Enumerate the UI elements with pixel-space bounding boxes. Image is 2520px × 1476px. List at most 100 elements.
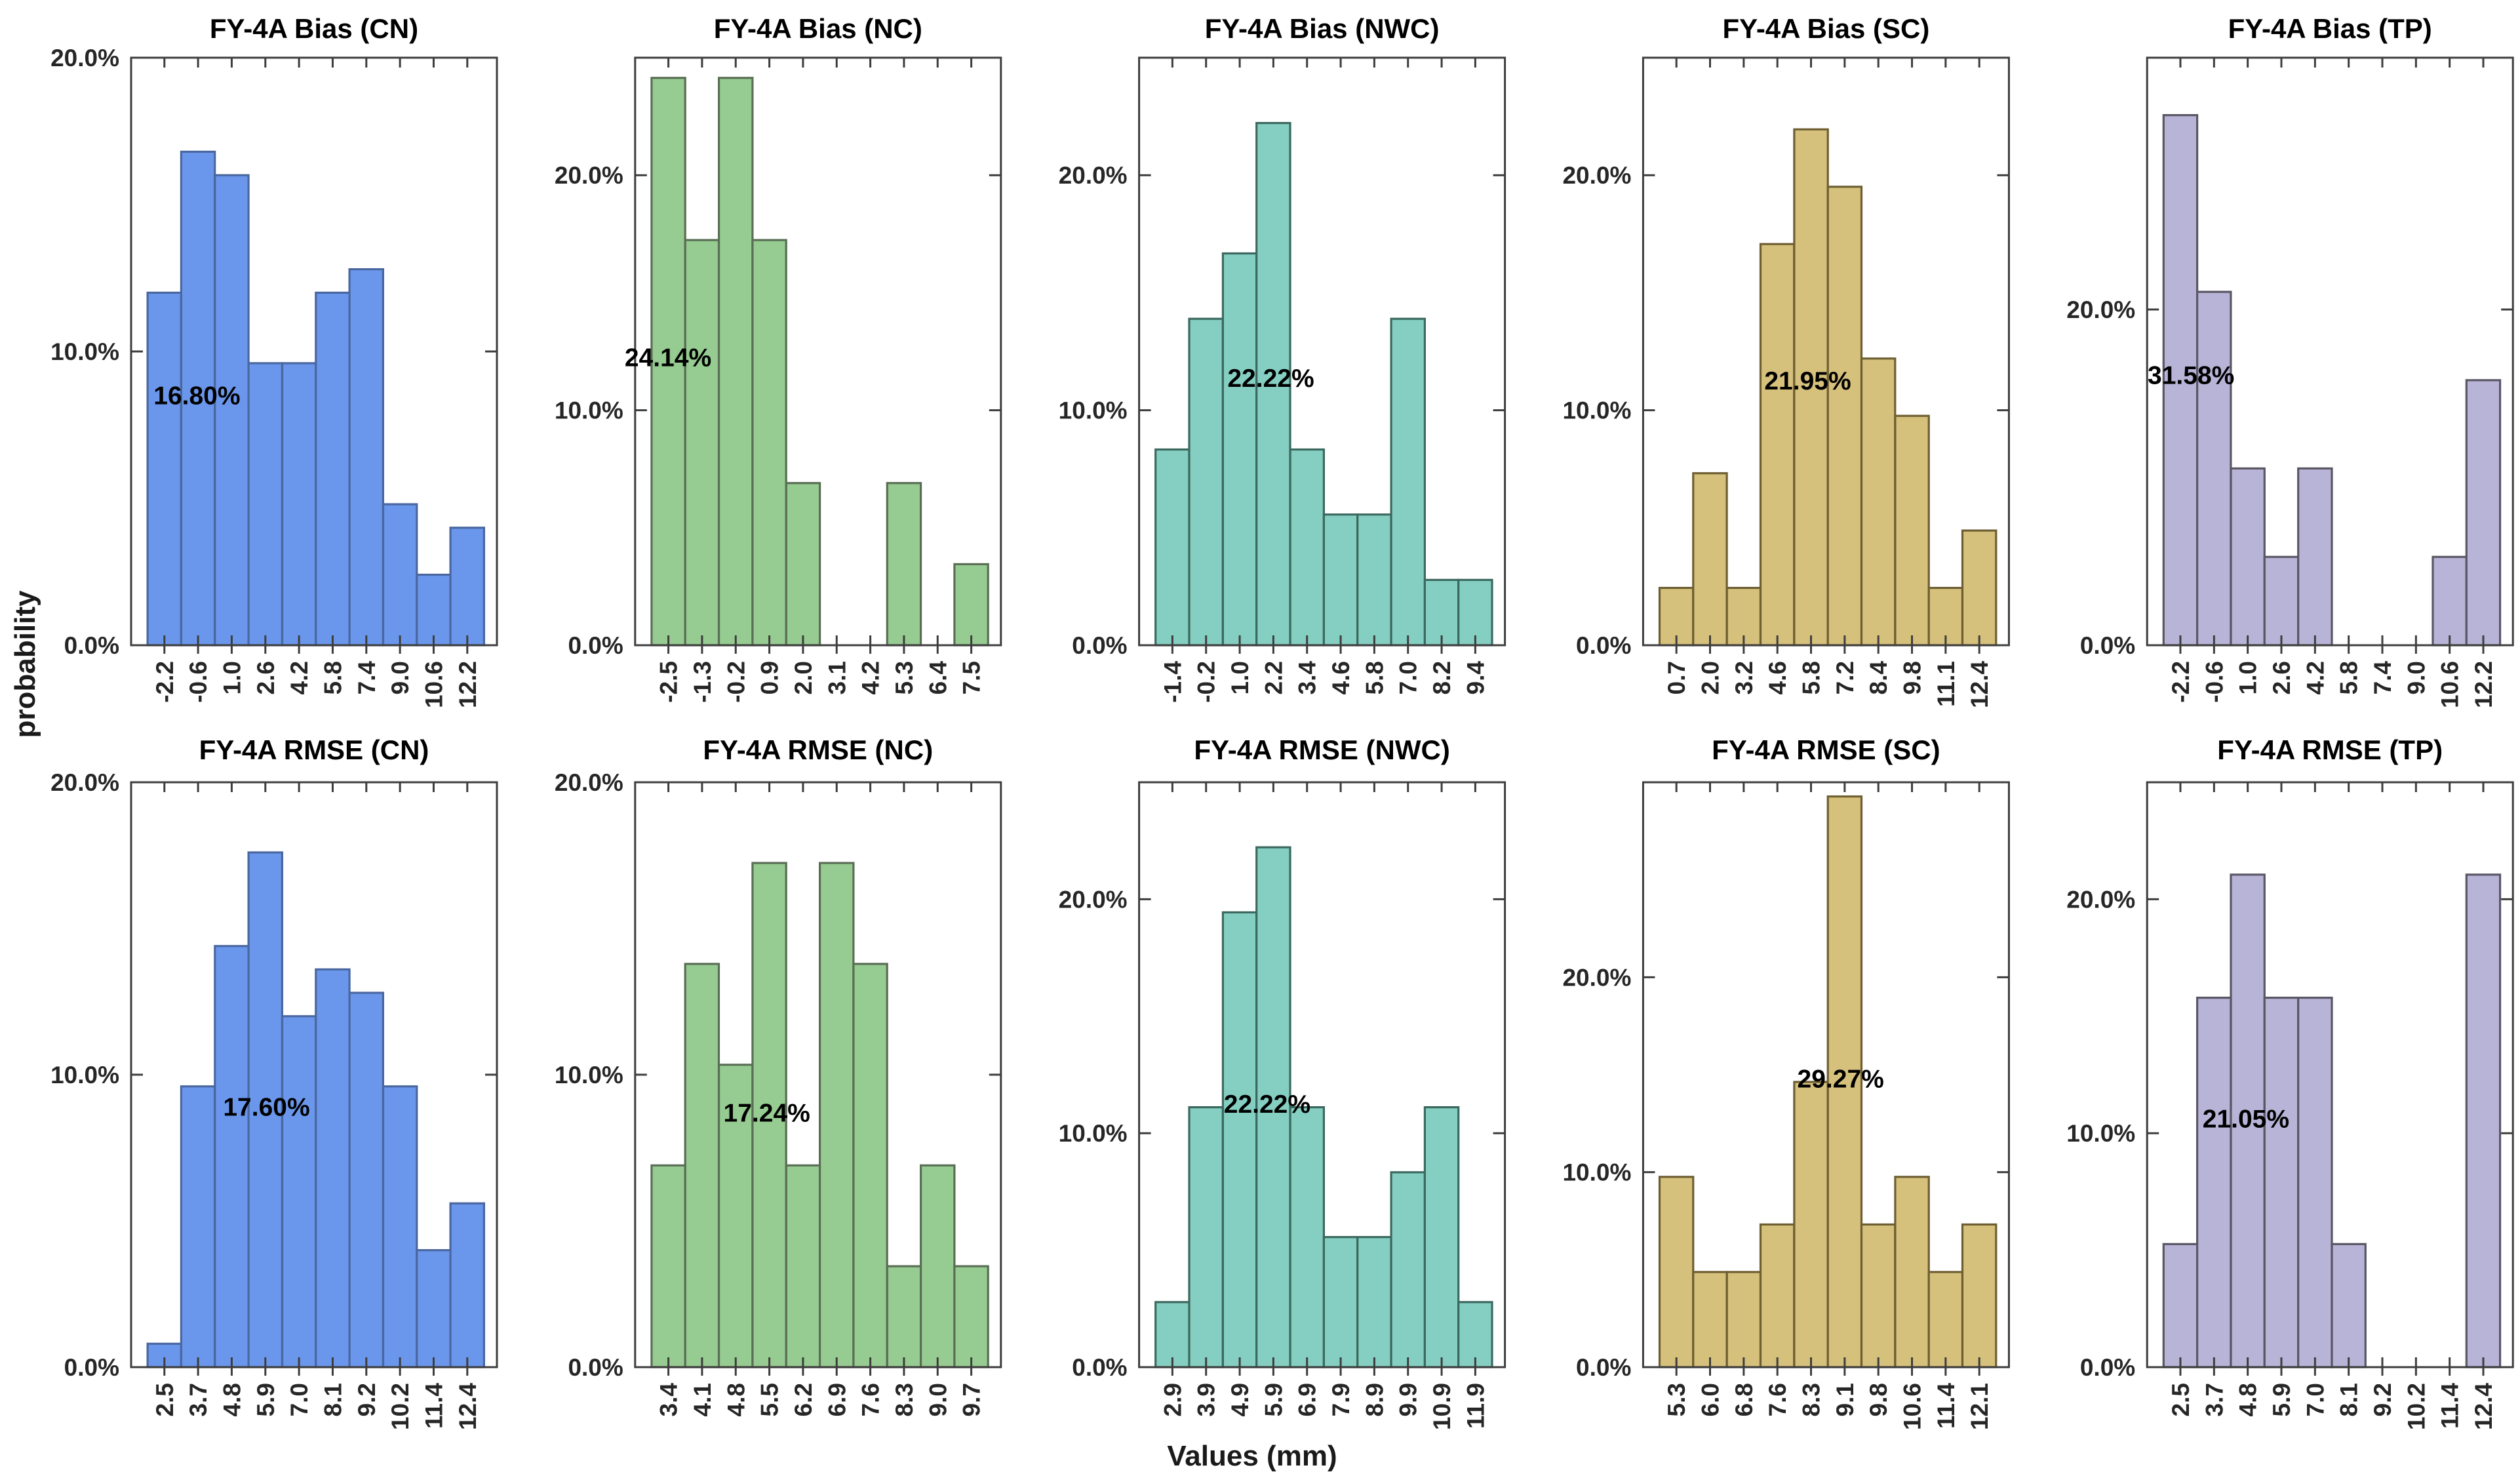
y-tick-label: 10.0% <box>555 1062 623 1088</box>
x-tick-label: 9.8 <box>1865 1383 1892 1416</box>
histogram-bar <box>1826 795 1863 1368</box>
x-tick-label: 12.2 <box>2470 661 2497 708</box>
x-tick-label: 4.1 <box>689 1383 716 1416</box>
annotation-label: 17.24% <box>724 1099 810 1127</box>
histogram-bar <box>382 1085 418 1368</box>
histogram-bar <box>785 1164 821 1368</box>
x-tick-label: 6.4 <box>924 661 951 695</box>
histogram-bar <box>1188 1106 1224 1368</box>
y-tick-label: 20.0% <box>2066 886 2135 913</box>
x-tick-label: -0.6 <box>185 661 212 703</box>
x-tick-label: 2.9 <box>1159 1383 1186 1416</box>
histogram-bar <box>2465 379 2502 647</box>
histogram-bar <box>1894 414 1930 647</box>
histogram-bar <box>247 362 284 647</box>
x-tick-label: -1.3 <box>689 661 716 703</box>
x-tick-label: 5.3 <box>1663 1383 1690 1416</box>
x-tick-label: 5.8 <box>319 661 346 694</box>
histogram-bar <box>214 174 250 647</box>
x-tick-label: -0.2 <box>722 661 749 703</box>
y-tick-label: 10.0% <box>2066 1120 2135 1147</box>
x-tick-label: 7.6 <box>1764 1383 1791 1416</box>
y-tick-label: 0.0% <box>2080 632 2135 659</box>
y-tick-label: 10.0% <box>50 1062 119 1088</box>
annotation-label: 29.27% <box>1798 1066 1884 1094</box>
y-tick-label: 10.0% <box>555 397 623 424</box>
histogram-bar <box>449 1202 485 1368</box>
histogram-bar <box>1289 448 1325 647</box>
x-tick-label: 12.4 <box>2470 1383 2497 1430</box>
x-tick-label: 3.1 <box>823 661 850 694</box>
histogram-bar <box>1927 1271 1964 1368</box>
histogram-bar <box>717 77 754 647</box>
chart-title: FY-4A Bias (NWC) <box>1205 13 1440 44</box>
histogram-bar <box>315 291 351 647</box>
histogram-bar <box>1390 317 1427 647</box>
histogram-bar <box>449 527 485 647</box>
histogram-bar <box>1961 529 1998 647</box>
histogram-bar <box>2297 996 2333 1368</box>
histogram-bar <box>348 268 384 647</box>
histogram-bar <box>1255 122 1291 647</box>
histogram-bar <box>2431 555 2468 647</box>
histogram-bar <box>2331 1243 2367 1368</box>
histogram-bar <box>2196 290 2232 647</box>
x-tick-label: 9.2 <box>353 1383 380 1416</box>
histogram-bar <box>852 963 888 1368</box>
x-tick-label: 8.1 <box>2336 1383 2363 1416</box>
annotation-label: 24.14% <box>625 344 711 372</box>
x-tick-label: 3.9 <box>1193 1383 1220 1416</box>
y-tick-label: 10.0% <box>50 338 119 365</box>
x-tick-label: 2.6 <box>2268 661 2295 694</box>
chart-rmse-sc: FY-4A RMSE (SC) 5.3 6.0 6.8 7.6 8.3 9.1 9.8 10.6… <box>1562 734 2010 1430</box>
chart-rmse-nc: FY-4A RMSE (NC)3.4 4.1 4.8 5.5 6.2 6.9 7.6 8.3 9… <box>555 734 1002 1416</box>
x-tick-label: 8.3 <box>891 1383 918 1416</box>
x-tick-label: 9.4 <box>1462 661 1489 695</box>
x-tick-label: 10.9 <box>1428 1383 1455 1430</box>
histogram-bar <box>2263 996 2300 1368</box>
y-tick-label: 0.0% <box>1072 632 1127 659</box>
x-tick-label: 1.0 <box>218 661 245 694</box>
x-tick-label: 7.6 <box>857 1383 884 1416</box>
histogram-bar <box>2465 873 2502 1368</box>
x-tick-label: 9.0 <box>2403 661 2430 694</box>
x-tick-label: 11.1 <box>1933 661 1959 707</box>
x-tick-label: 4.6 <box>1328 661 1354 694</box>
x-tick-label: 7.9 <box>1328 1383 1354 1416</box>
histogram-bar <box>751 239 787 647</box>
x-tick-label: 7.4 <box>353 661 380 695</box>
histogram-bar <box>180 1085 216 1368</box>
x-tick-label: 3.4 <box>1294 661 1321 695</box>
x-tick-label: 3.2 <box>1731 661 1758 694</box>
y-tick-label: 0.0% <box>64 632 119 659</box>
x-tick-label: 8.2 <box>1428 661 1455 694</box>
chart-title: FY-4A RMSE (CN) <box>199 734 429 765</box>
histogram-bar <box>281 1015 317 1368</box>
x-tick-label: -0.6 <box>2201 661 2228 703</box>
plot-box <box>1642 56 2010 647</box>
x-tick-label: 10.2 <box>387 1383 414 1430</box>
y-axis-label: probability <box>9 590 41 738</box>
chart-title: FY-4A RMSE (NWC) <box>1194 734 1449 765</box>
chart-rmse-nwc: FY-4A RMSE (NWC) 2.9 3.9 4.9 5.9 6.9 7.9 8.9 9.9… <box>1059 734 1506 1430</box>
y-tick-label: 20.0% <box>1059 162 1128 189</box>
plot-box <box>2146 781 2514 1368</box>
histogram-bar <box>382 503 418 647</box>
histogram-bar <box>1356 1235 1392 1368</box>
y-tick-label: 20.0% <box>50 769 119 796</box>
annotation-label: 21.05% <box>2203 1105 2289 1133</box>
histogram-bar <box>650 1164 686 1368</box>
histogram-bar <box>1188 317 1224 647</box>
histogram-bar <box>751 862 787 1368</box>
x-tick-label: 4.6 <box>1764 661 1791 694</box>
histogram-bar <box>416 573 452 647</box>
histogram-bar <box>2263 555 2300 647</box>
y-tick-label: 0.0% <box>2080 1354 2135 1381</box>
histogram-bar <box>1322 1235 1359 1368</box>
x-tick-label: 0.7 <box>1663 661 1690 694</box>
x-tick-label: 4.9 <box>1227 1383 1253 1416</box>
x-tick-label: 7.2 <box>1832 661 1859 694</box>
histogram-bar <box>1423 578 1460 647</box>
x-tick-label: 8.9 <box>1361 1383 1388 1416</box>
y-tick-label: 0.0% <box>1576 1354 1631 1381</box>
